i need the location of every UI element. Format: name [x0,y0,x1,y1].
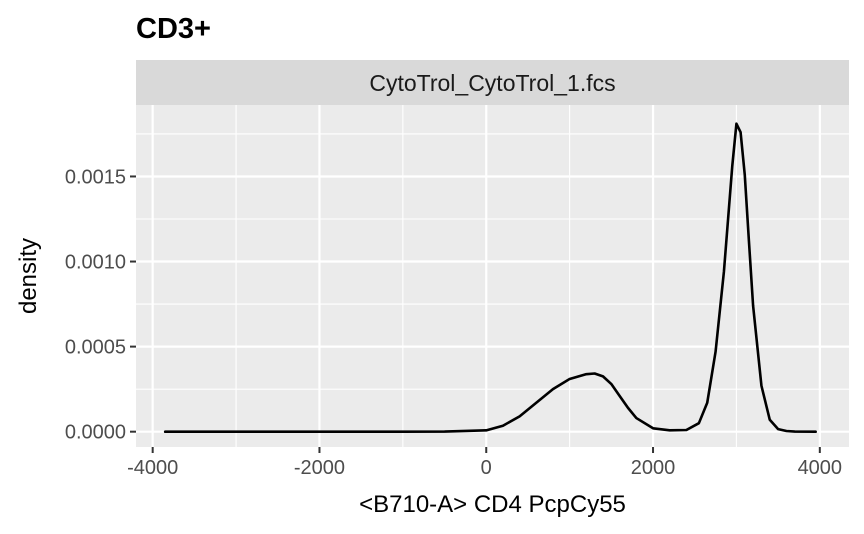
x-tick-label: 2000 [631,457,676,479]
x-tick-label: 0 [481,457,492,479]
y-tick-label: 0.0010 [65,252,126,274]
y-tick-label: 0.0000 [65,422,126,444]
plot-panel [136,105,849,447]
y-axis: 0.0000 0.0005 0.0010 0.0015 [65,166,136,444]
y-tick-label: 0.0015 [65,166,126,188]
chart-title: CD3+ [136,13,211,45]
x-tick-label: -4000 [127,457,178,479]
density-curve [163,122,817,433]
x-axis: -4000 -2000 0 2000 4000 [127,447,842,479]
facet-strip [136,60,849,105]
y-axis-title: density [15,238,42,314]
x-tick-label: 4000 [798,457,843,479]
x-tick-label: -2000 [294,457,345,479]
x-axis-title: <B710-A> CD4 PcpCy55 [359,491,626,518]
y-tick-label: 0.0005 [65,337,126,359]
facet-label: CytoTrol_CytoTrol_1.fcs [369,70,615,96]
minor-gridlines [136,105,849,447]
